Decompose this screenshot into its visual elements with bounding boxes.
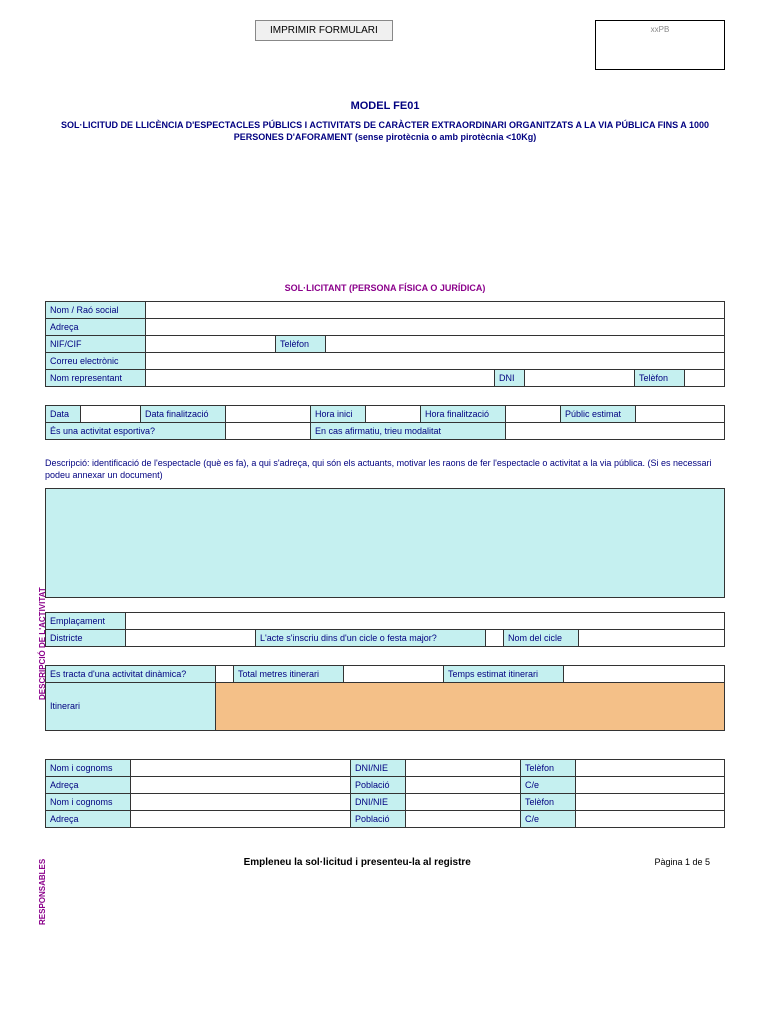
description-intro: Descripció: identificació de l'espectacl… — [45, 458, 725, 481]
dates-table: Data Data finalització Hora inici Hora f… — [45, 405, 725, 440]
r1-ce-label: C/e — [521, 776, 576, 793]
r1-dni-field[interactable] — [406, 759, 521, 776]
nom-cicle-label: Nom del cicle — [504, 629, 579, 646]
location-table: Emplaçament Districte L'acte s'inscriu d… — [45, 612, 725, 647]
dni-label: DNI — [495, 370, 525, 387]
hora-inici-label: Hora inici — [311, 406, 366, 423]
nom-field[interactable] — [146, 302, 725, 319]
r1-nom-field[interactable] — [131, 759, 351, 776]
itinerari-label: Itinerari — [46, 682, 216, 730]
dinamica-checkbox[interactable] — [216, 665, 234, 682]
reference-box: xxPB — [595, 20, 725, 70]
dinamica-label: Es tracta d'una activitat dinàmica? — [46, 665, 216, 682]
esport-label: És una activitat esportiva? — [46, 423, 226, 440]
rep-tel-label: Telèfon — [635, 370, 685, 387]
itinerari-field[interactable] — [216, 682, 725, 730]
print-button[interactable]: IMPRIMIR FORMULARI — [255, 20, 393, 41]
r2-adreca-label: Adreça — [46, 810, 131, 827]
telefon-field[interactable] — [326, 336, 725, 353]
r1-tel-field[interactable] — [576, 759, 725, 776]
r2-dni-field[interactable] — [406, 793, 521, 810]
dynamic-table: Es tracta d'una activitat dinàmica? Tota… — [45, 665, 725, 731]
r1-dni-label: DNI/NIE — [351, 759, 406, 776]
correu-field[interactable] — [146, 353, 725, 370]
rep-tel-field[interactable] — [685, 370, 725, 387]
districte-label: Districte — [46, 629, 126, 646]
public-label: Públic estimat — [561, 406, 636, 423]
side-label-responsables: RESPONSABLES — [38, 859, 47, 925]
hora-inici-field[interactable] — [366, 406, 421, 423]
r1-pob-field[interactable] — [406, 776, 521, 793]
r2-pob-label: Població — [351, 810, 406, 827]
r1-ce-field[interactable] — [576, 776, 725, 793]
r2-tel-label: Telèfon — [521, 793, 576, 810]
applicant-table: Nom / Raó social Adreça NIF/CIF Telèfon … — [45, 301, 725, 387]
r2-pob-field[interactable] — [406, 810, 521, 827]
hora-fin-field[interactable] — [506, 406, 561, 423]
footer-page: Pàgina 1 de 5 — [654, 857, 710, 868]
dni-field[interactable] — [525, 370, 635, 387]
r2-ce-label: C/e — [521, 810, 576, 827]
metres-field[interactable] — [344, 665, 444, 682]
subtitle: SOL·LICITUD DE LLICÈNCIA D'ESPECTACLES P… — [45, 120, 725, 143]
applicant-section-title: SOL·LICITANT (PERSONA FÍSICA O JURÍDICA) — [45, 283, 725, 293]
nom-cicle-field[interactable] — [579, 629, 725, 646]
r1-adreca-label: Adreça — [46, 776, 131, 793]
public-field[interactable] — [636, 406, 725, 423]
temps-field[interactable] — [564, 665, 725, 682]
metres-label: Total metres itinerari — [234, 665, 344, 682]
telefon-label: Telèfon — [276, 336, 326, 353]
adreca-label: Adreça — [46, 319, 146, 336]
cicle-checkbox[interactable] — [486, 629, 504, 646]
rep-label: Nom representant — [46, 370, 146, 387]
r2-tel-field[interactable] — [576, 793, 725, 810]
rep-field[interactable] — [146, 370, 495, 387]
correu-label: Correu electrònic — [46, 353, 146, 370]
r1-nom-label: Nom i cognoms — [46, 759, 131, 776]
data-label: Data — [46, 406, 81, 423]
r1-adreca-field[interactable] — [131, 776, 351, 793]
modalitat-label: En cas afirmatiu, trieu modalitat — [311, 423, 506, 440]
data-field[interactable] — [81, 406, 141, 423]
nif-label: NIF/CIF — [46, 336, 146, 353]
districte-field[interactable] — [126, 629, 256, 646]
temps-label: Temps estimat itinerari — [444, 665, 564, 682]
data-fin-field[interactable] — [226, 406, 311, 423]
r2-nom-label: Nom i cognoms — [46, 793, 131, 810]
model-title: MODEL FE01 — [45, 100, 725, 112]
side-label-descripcio: DESCRIPCIÓ DE L'ACTIVITAT — [38, 587, 47, 700]
r1-tel-label: Telèfon — [521, 759, 576, 776]
r1-pob-label: Població — [351, 776, 406, 793]
emplacament-label: Emplaçament — [46, 612, 126, 629]
footer: Empleneu la sol·licitud i presenteu-la a… — [0, 857, 770, 868]
r2-dni-label: DNI/NIE — [351, 793, 406, 810]
hora-fin-label: Hora finalització — [421, 406, 506, 423]
nom-label: Nom / Raó social — [46, 302, 146, 319]
r2-ce-field[interactable] — [576, 810, 725, 827]
footer-instruction: Empleneu la sol·licitud i presenteu-la a… — [60, 857, 654, 868]
responsables-table: Nom i cognoms DNI/NIE Telèfon Adreça Pob… — [45, 759, 725, 828]
r2-adreca-field[interactable] — [131, 810, 351, 827]
description-textarea[interactable] — [45, 488, 725, 598]
modalitat-field[interactable] — [506, 423, 725, 440]
r2-nom-field[interactable] — [131, 793, 351, 810]
cicle-label: L'acte s'inscriu dins d'un cicle o festa… — [256, 629, 486, 646]
esport-checkbox[interactable] — [226, 423, 311, 440]
nif-field[interactable] — [146, 336, 276, 353]
adreca-field[interactable] — [146, 319, 725, 336]
data-fin-label: Data finalització — [141, 406, 226, 423]
emplacament-field[interactable] — [126, 612, 725, 629]
